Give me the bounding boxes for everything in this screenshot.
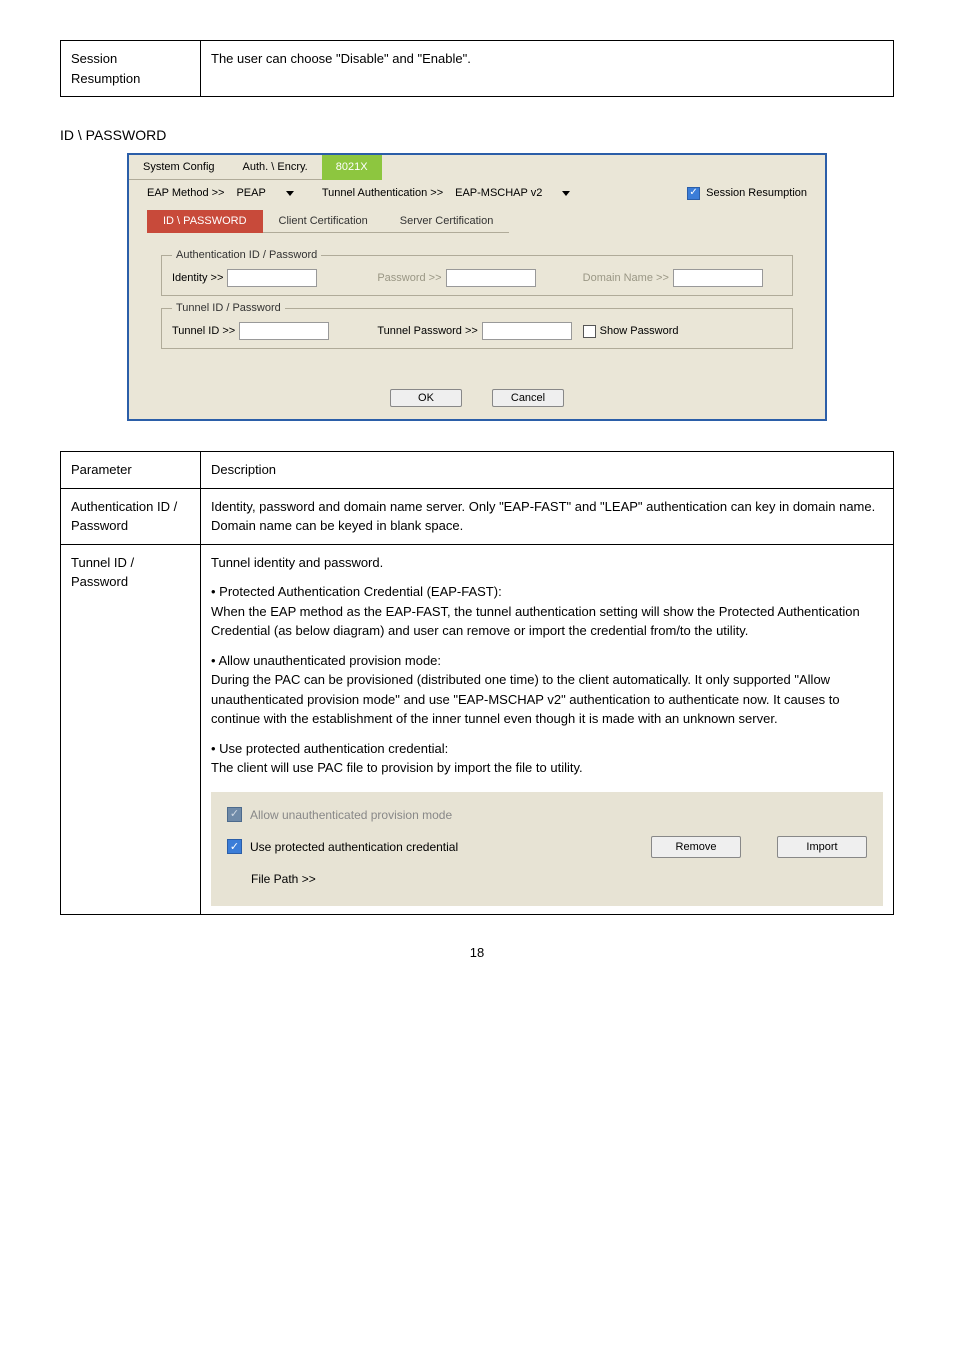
tab-system-config[interactable]: System Config <box>129 155 229 180</box>
table-row: Session Resumption The user can choose "… <box>61 41 894 97</box>
password-label: Password >> <box>377 272 441 284</box>
page-number: 18 <box>60 945 894 960</box>
desc-cell: Tunnel identity and password. • Protecte… <box>201 544 894 915</box>
identity-label: Identity >> <box>172 272 223 284</box>
tab-auth-encry[interactable]: Auth. \ Encry. <box>229 155 322 180</box>
param-cell: Tunnel ID / Password <box>61 544 201 915</box>
tunnel-auth-label: Tunnel Authentication >> <box>322 187 443 199</box>
domain-name-input[interactable] <box>673 269 763 287</box>
use-pac-checkbox[interactable]: ✓ <box>227 839 242 854</box>
id-password-panel: Authentication ID / Password Identity >>… <box>147 233 807 369</box>
subtab-row: ID \ PASSWORD Client Certification Serve… <box>147 210 807 233</box>
ok-button[interactable]: OK <box>390 389 462 407</box>
desc-cell: The user can choose "Disable" and "Enabl… <box>201 41 894 97</box>
desc-bullet-text: When the EAP method as the EAP-FAST, the… <box>211 602 883 641</box>
tunnel-id-label: Tunnel ID >> <box>172 325 235 337</box>
tunnel-id-password-fieldset: Tunnel ID / Password Tunnel ID >> Tunnel… <box>161 302 793 349</box>
dialog-button-row: OK Cancel <box>129 381 825 419</box>
tab-8021x[interactable]: 8021X <box>322 155 382 180</box>
show-password-checkbox[interactable] <box>583 325 596 338</box>
chevron-down-icon <box>562 191 570 196</box>
tab-row: System Config Auth. \ Encry. 8021X <box>129 155 825 180</box>
table-header-row: Parameter Description <box>61 452 894 489</box>
auth-id-legend: Authentication ID / Password <box>172 249 321 261</box>
use-pac-row: ✓ Use protected authentication credentia… <box>227 836 867 859</box>
desc-bullet-title: • Use protected authentication credentia… <box>211 739 883 759</box>
identity-input[interactable] <box>227 269 317 287</box>
subtab-client-cert[interactable]: Client Certification <box>263 210 384 233</box>
eap-fast-panel: ✓ Allow unauthenticated provision mode ✓… <box>211 792 883 907</box>
cancel-button[interactable]: Cancel <box>492 389 564 407</box>
section-heading-id-password: ID \ PASSWORD <box>60 127 894 143</box>
header-parameter: Parameter <box>61 452 201 489</box>
param-cell: Session Resumption <box>61 41 201 97</box>
session-resumption-checkbox[interactable]: ✓ <box>687 187 700 200</box>
dialog-8021x: System Config Auth. \ Encry. 8021X EAP M… <box>127 153 827 421</box>
desc-bullet-title: • Allow unauthenticated provision mode: <box>211 651 883 671</box>
allow-unauth-label: Allow unauthenticated provision mode <box>250 806 452 824</box>
allow-unauth-checkbox[interactable]: ✓ <box>227 807 242 822</box>
remove-button[interactable]: Remove <box>651 836 741 859</box>
chevron-down-icon <box>286 191 294 196</box>
tunnel-id-legend: Tunnel ID / Password <box>172 302 285 314</box>
domain-name-label: Domain Name >> <box>583 272 669 284</box>
desc-cell: Identity, password and domain name serve… <box>201 488 894 544</box>
table-session-resumption: Session Resumption The user can choose "… <box>60 40 894 97</box>
eap-method-value: PEAP <box>236 187 265 199</box>
desc-bullet-text: The client will use PAC file to provisio… <box>211 758 883 778</box>
allow-unauth-row: ✓ Allow unauthenticated provision mode <box>227 806 867 824</box>
desc-bullet-text: During the PAC can be provisioned (distr… <box>211 670 883 729</box>
show-password-label: Show Password <box>600 325 679 337</box>
header-description: Description <box>201 452 894 489</box>
eap-method-select[interactable]: PEAP <box>230 186 299 200</box>
desc-intro: Tunnel identity and password. <box>211 553 883 573</box>
table-row: Tunnel ID / Password Tunnel identity and… <box>61 544 894 915</box>
tunnel-password-label: Tunnel Password >> <box>377 325 477 337</box>
tunnel-id-input[interactable] <box>239 322 329 340</box>
table-parameters: Parameter Description Authentication ID … <box>60 451 894 915</box>
tunnel-auth-select[interactable]: EAP-MSCHAP v2 <box>449 186 576 200</box>
tunnel-auth-value: EAP-MSCHAP v2 <box>455 187 542 199</box>
eap-method-label: EAP Method >> <box>147 187 224 199</box>
session-resumption-label: Session Resumption <box>706 187 807 199</box>
eap-row: EAP Method >> PEAP Tunnel Authentication… <box>129 180 825 206</box>
param-cell: Authentication ID / Password <box>61 488 201 544</box>
table-row: Authentication ID / Password Identity, p… <box>61 488 894 544</box>
import-button[interactable]: Import <box>777 836 867 859</box>
password-input[interactable] <box>446 269 536 287</box>
subtab-id-password[interactable]: ID \ PASSWORD <box>147 210 263 233</box>
auth-id-password-fieldset: Authentication ID / Password Identity >>… <box>161 249 793 296</box>
use-pac-label: Use protected authentication credential <box>250 838 458 856</box>
desc-bullet-title: • Protected Authentication Credential (E… <box>211 582 883 602</box>
tunnel-password-input[interactable] <box>482 322 572 340</box>
file-path-label: File Path >> <box>251 870 867 888</box>
subtab-server-cert[interactable]: Server Certification <box>384 210 510 233</box>
